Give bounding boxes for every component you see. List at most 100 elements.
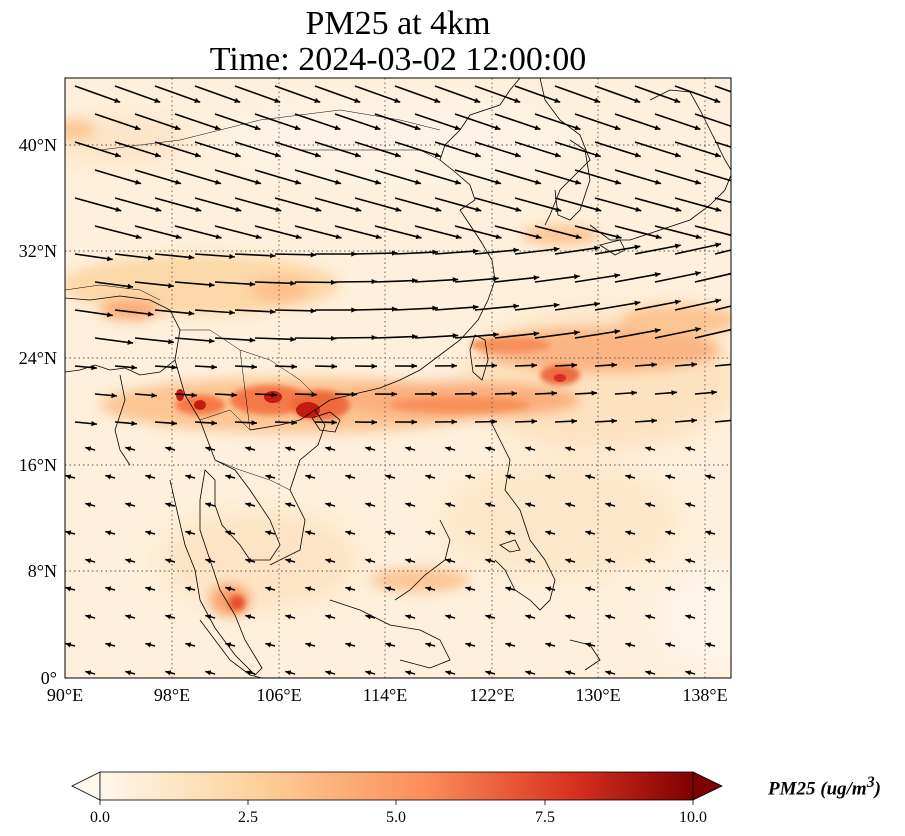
wind-arrow-head: [591, 390, 597, 396]
wind-arrow-head: [271, 392, 277, 398]
coastlines: [65, 78, 731, 678]
wind-arrow-head: [451, 363, 457, 369]
wind-arrow: [74, 141, 121, 158]
wind-arrow-head: [105, 642, 112, 648]
wind-arrow-head: [135, 234, 142, 240]
wind-arrow: [674, 243, 722, 255]
wind-arrow-head: [290, 336, 296, 342]
wind-arrow-head: [345, 474, 352, 480]
wind-arrow: [154, 197, 202, 212]
wind-arrow-head: [165, 446, 172, 452]
wind-arrow-head: [127, 283, 134, 289]
wind-arrow-head: [208, 338, 215, 344]
wind-arrow-head: [65, 474, 72, 480]
wind-arrow-head: [631, 390, 637, 396]
wind-arrow-head: [585, 586, 592, 592]
wind-arrow-head: [691, 418, 697, 424]
wind-arrow-head: [735, 270, 741, 275]
wind-arrow-head: [310, 308, 317, 314]
wind-arrow-head: [412, 334, 418, 340]
lat-tick-label: 0°: [41, 668, 57, 688]
wind-arrow: [334, 169, 382, 185]
wind-arrow-head: [331, 279, 337, 286]
wind-arrow: [474, 197, 522, 212]
wind-arrow-head: [705, 586, 712, 592]
wind-arrow-head: [635, 206, 642, 212]
wind-arrow: [554, 85, 601, 103]
wind-arrow-head: [225, 586, 232, 592]
wind-arrow-head: [375, 179, 382, 185]
wind-arrow-head: [565, 670, 572, 676]
wind-arrow-head: [634, 97, 641, 103]
wind-arrow-head: [314, 97, 321, 103]
wind-arrow: [274, 141, 321, 158]
wind-arrow: [514, 85, 561, 103]
wind-arrow-head: [434, 97, 441, 103]
wind-arrow-head: [345, 642, 352, 648]
wind-arrow-head: [485, 446, 492, 452]
wind-arrow: [274, 197, 322, 212]
wind-arrow-head: [605, 670, 612, 676]
wind-arrow-head: [365, 502, 372, 508]
wind-arrow-head: [514, 152, 521, 158]
wind-arrow-head: [135, 179, 142, 185]
wind-arrow-head: [525, 614, 532, 620]
wind-arrow-head: [91, 421, 97, 427]
wind-arrow: [634, 244, 681, 255]
wind-arrow: [414, 113, 461, 131]
lon-tick-label: 106°E: [256, 685, 301, 705]
wind-arrow-head: [525, 558, 532, 564]
wind-arrow: [534, 113, 581, 131]
wind-arrow: [254, 169, 302, 185]
wind-arrow-head: [354, 97, 361, 103]
wind-arrow-head: [111, 392, 117, 399]
wind-arrow-head: [756, 241, 762, 246]
wind-arrow-head: [654, 272, 661, 278]
wind-arrow: [534, 331, 580, 339]
wind-arrow-head: [505, 474, 512, 480]
wind-arrow-head: [493, 332, 499, 338]
wind-arrow: [254, 281, 296, 285]
wind-arrow: [714, 141, 731, 148]
wind-arrow: [94, 337, 134, 344]
wind-arrow-head: [674, 152, 681, 158]
wind-arrow: [494, 276, 540, 283]
wind-arrow-head: [654, 125, 661, 131]
wind-arrow-head: [694, 125, 701, 131]
wind-arrow-head: [425, 530, 432, 536]
wind-arrow-head: [165, 502, 172, 508]
wind-arrow-head: [151, 392, 157, 398]
wind-arrow: [574, 225, 622, 239]
wind-arrow: [214, 337, 256, 342]
wind-arrow-head: [645, 502, 652, 508]
lon-tick-label: 130°E: [575, 685, 620, 705]
wind-arrow: [674, 141, 721, 158]
wind-arrow-head: [265, 474, 272, 480]
wind-arrow-head: [445, 558, 452, 564]
wind-arrow-head: [125, 614, 132, 620]
wind-arrow-head: [385, 474, 392, 480]
wind-arrow: [134, 337, 174, 344]
wind-arrow-head: [465, 586, 472, 592]
wind-arrow: [434, 141, 481, 158]
wind-arrow-head: [85, 670, 92, 676]
wind-arrow-head: [525, 670, 532, 676]
wind-arrow-head: [211, 420, 217, 426]
lon-tick-label: 138°E: [682, 685, 727, 705]
colorbar-tick-label: 0.0: [90, 809, 110, 826]
wind-arrow-head: [185, 530, 192, 536]
wind-arrow: [554, 246, 601, 255]
wind-arrow-head: [425, 642, 432, 648]
wind-arrow-head: [665, 586, 672, 592]
wind-arrow-head: [714, 152, 721, 158]
wind-arrow-head: [651, 362, 657, 368]
wind-arrow-head: [634, 300, 641, 306]
wind-arrow: [454, 277, 499, 283]
wind-arrow-head: [445, 614, 452, 620]
wind-arrow-head: [705, 530, 712, 536]
wind-arrow: [74, 253, 113, 261]
wind-arrow-head: [168, 339, 174, 345]
wind-arrow-head: [434, 152, 441, 158]
wind-arrow-head: [674, 243, 681, 249]
wind-arrow-head: [325, 614, 332, 620]
